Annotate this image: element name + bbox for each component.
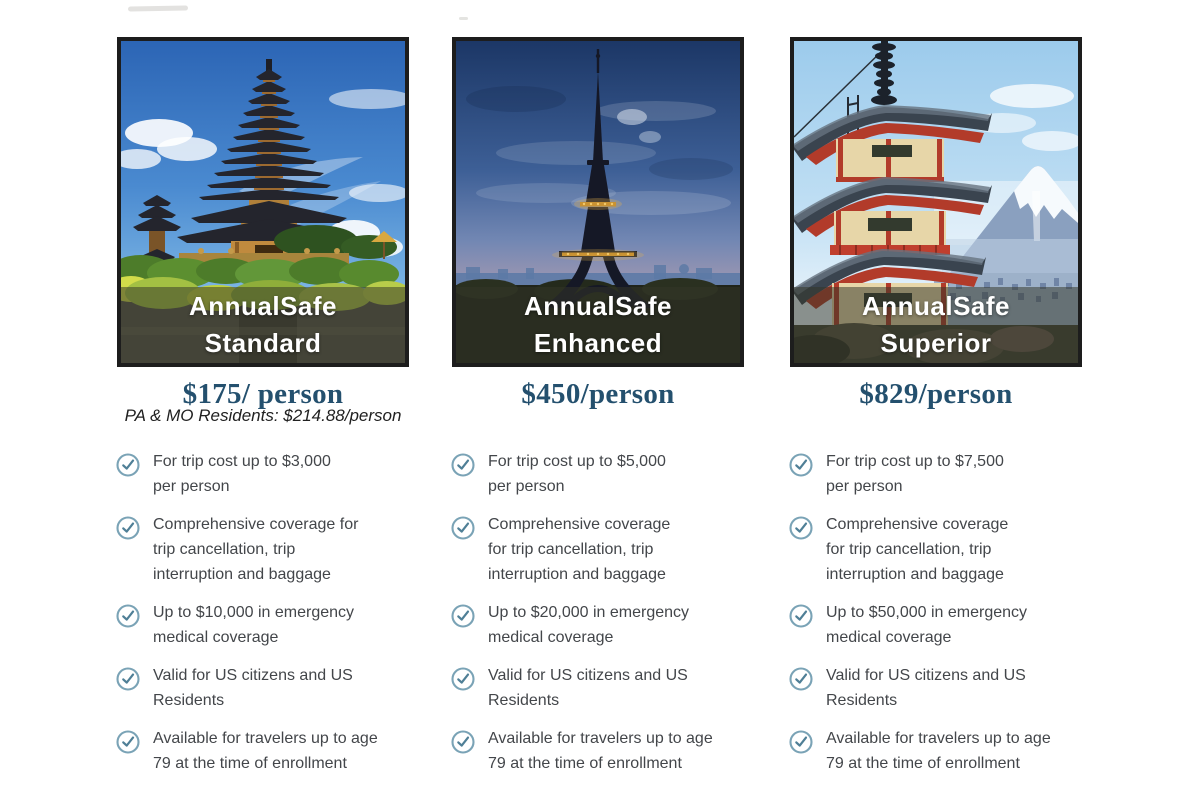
feature-item: Valid for US citizens and US Residents	[788, 663, 1100, 713]
check-circle-icon	[450, 729, 476, 755]
plan-price: $175/ person	[182, 378, 344, 410]
feature-text: Up to $50,000 in emergency medical cover…	[826, 604, 1028, 646]
plan-photo: AnnualSafe Superior	[790, 37, 1082, 367]
plan-feature-list: For trip cost up to $5,000 per person Co…	[450, 449, 762, 789]
feature-item: Available for travelers up to age 79 at …	[788, 726, 1100, 776]
plan-card-enhanced: AnnualSafe Enhanced $450/person For trip…	[451, 37, 744, 782]
scan-artifact	[127, 5, 189, 12]
feature-item: Valid for US citizens and US Residents	[115, 663, 427, 713]
check-circle-icon	[450, 515, 476, 541]
plan-title-overlay: AnnualSafe Superior	[794, 287, 1078, 363]
plan-price: $450/person	[521, 378, 675, 410]
feature-item: Up to $10,000 in emergency medical cover…	[115, 600, 427, 650]
feature-item: For trip cost up to $5,000 per person	[450, 449, 762, 499]
feature-text: For trip cost up to $5,000 per person	[488, 453, 666, 495]
check-circle-icon	[115, 729, 141, 755]
check-circle-icon	[788, 515, 814, 541]
feature-text: For trip cost up to $7,500 per person	[826, 453, 1004, 495]
feature-text: Available for travelers up to age 79 at …	[826, 730, 1051, 772]
plan-title: AnnualSafe Superior	[861, 291, 1011, 358]
check-circle-icon	[788, 603, 814, 629]
feature-text: Comprehensive coverage for trip cancella…	[826, 516, 1009, 583]
feature-item: Comprehensive coverage for trip cancella…	[450, 512, 762, 587]
feature-text: Available for travelers up to age 79 at …	[488, 730, 713, 772]
feature-item: Up to $20,000 in emergency medical cover…	[450, 600, 762, 650]
check-circle-icon	[450, 666, 476, 692]
feature-text: Up to $20,000 in emergency medical cover…	[488, 604, 690, 646]
check-circle-icon	[115, 515, 141, 541]
plan-title: AnnualSafe Standard	[188, 291, 338, 358]
plan-price: $829/person	[859, 378, 1013, 410]
check-circle-icon	[115, 603, 141, 629]
check-circle-icon	[788, 666, 814, 692]
feature-text: For trip cost up to $3,000 per person	[153, 453, 331, 495]
check-circle-icon	[450, 452, 476, 478]
plan-title-overlay: AnnualSafe Standard	[121, 287, 405, 363]
feature-item: For trip cost up to $3,000 per person	[115, 449, 427, 499]
plan-title: AnnualSafe Enhanced	[523, 291, 673, 358]
feature-item: Available for travelers up to age 79 at …	[450, 726, 762, 776]
feature-item: Valid for US citizens and US Residents	[450, 663, 762, 713]
plan-price-note: PA & MO Residents: $214.88/person	[124, 406, 402, 425]
plan-photo: AnnualSafe Enhanced	[452, 37, 744, 367]
feature-item: For trip cost up to $7,500 per person	[788, 449, 1100, 499]
feature-text: Valid for US citizens and US Residents	[826, 667, 1026, 709]
plan-title-overlay: AnnualSafe Enhanced	[456, 287, 740, 363]
feature-text: Valid for US citizens and US Residents	[488, 667, 688, 709]
check-circle-icon	[450, 603, 476, 629]
feature-text: Valid for US citizens and US Residents	[153, 667, 353, 709]
feature-item: Comprehensive coverage for trip cancella…	[788, 512, 1100, 587]
check-circle-icon	[115, 666, 141, 692]
feature-item: Comprehensive coverage for trip cancella…	[115, 512, 427, 587]
plan-photo: AnnualSafe Standard	[117, 37, 409, 367]
feature-item: Up to $50,000 in emergency medical cover…	[788, 600, 1100, 650]
check-circle-icon	[788, 452, 814, 478]
check-circle-icon	[115, 452, 141, 478]
scan-artifact	[459, 17, 468, 20]
feature-text: Comprehensive coverage for trip cancella…	[488, 516, 671, 583]
feature-item: Available for travelers up to age 79 at …	[115, 726, 427, 776]
feature-text: Comprehensive coverage for trip cancella…	[153, 516, 359, 583]
check-circle-icon	[788, 729, 814, 755]
feature-text: Available for travelers up to age 79 at …	[153, 730, 378, 772]
plan-card-standard: AnnualSafe Standard $175/ person PA & MO…	[116, 37, 409, 782]
plan-feature-list: For trip cost up to $7,500 per person Co…	[788, 449, 1100, 789]
feature-text: Up to $10,000 in emergency medical cover…	[153, 604, 355, 646]
plan-card-superior: AnnualSafe Superior $829/person For trip…	[789, 37, 1082, 782]
plan-feature-list: For trip cost up to $3,000 per person Co…	[115, 449, 427, 789]
